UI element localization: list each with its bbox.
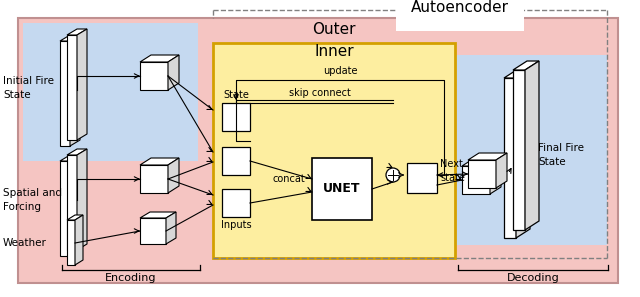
Polygon shape [70,35,80,146]
Text: skip connect: skip connect [289,88,351,98]
Polygon shape [490,159,501,194]
Text: update: update [323,66,357,76]
Polygon shape [525,61,539,230]
Polygon shape [67,155,77,250]
Polygon shape [140,218,166,244]
Polygon shape [60,35,80,41]
Polygon shape [77,29,87,140]
Text: Autoencoder: Autoencoder [411,1,509,15]
Polygon shape [67,35,77,140]
Text: Inner: Inner [314,45,354,59]
Text: Final Fire
State: Final Fire State [538,143,584,167]
FancyBboxPatch shape [222,103,250,131]
FancyBboxPatch shape [213,43,455,258]
Polygon shape [67,220,75,265]
Polygon shape [67,215,83,220]
Text: Decoding: Decoding [507,273,559,283]
Text: Encoding: Encoding [105,273,157,283]
Polygon shape [60,41,70,146]
Text: Inputs: Inputs [221,220,252,230]
Polygon shape [462,166,490,194]
Polygon shape [166,212,176,244]
Text: Spatial and
Forcing: Spatial and Forcing [3,188,62,211]
Polygon shape [140,62,168,90]
Polygon shape [462,159,501,166]
FancyBboxPatch shape [312,158,372,220]
Polygon shape [468,153,507,160]
FancyBboxPatch shape [455,55,607,245]
Text: Next
state: Next state [440,159,465,183]
Polygon shape [70,155,80,256]
Polygon shape [67,29,87,35]
FancyBboxPatch shape [23,23,198,161]
Polygon shape [516,69,530,238]
Polygon shape [140,165,168,193]
FancyBboxPatch shape [18,18,618,283]
Polygon shape [168,55,179,90]
FancyBboxPatch shape [407,163,437,193]
Text: Outer: Outer [312,23,356,37]
Polygon shape [77,149,87,250]
Polygon shape [140,212,176,218]
Text: concat: concat [272,174,305,184]
Polygon shape [140,158,179,165]
Polygon shape [496,153,507,188]
Polygon shape [60,161,70,256]
FancyBboxPatch shape [222,147,250,175]
Text: Initial Fire
State: Initial Fire State [3,76,54,99]
Circle shape [386,168,400,182]
Polygon shape [67,149,87,155]
FancyBboxPatch shape [222,189,250,217]
Polygon shape [513,70,525,230]
Polygon shape [513,61,539,70]
Text: Weather: Weather [3,238,47,248]
Polygon shape [60,155,80,161]
Polygon shape [504,78,516,238]
Polygon shape [75,215,83,265]
Polygon shape [140,55,179,62]
Polygon shape [504,69,530,78]
Text: State: State [223,90,249,100]
Text: UNET: UNET [323,182,361,195]
Polygon shape [168,158,179,193]
Polygon shape [468,160,496,188]
